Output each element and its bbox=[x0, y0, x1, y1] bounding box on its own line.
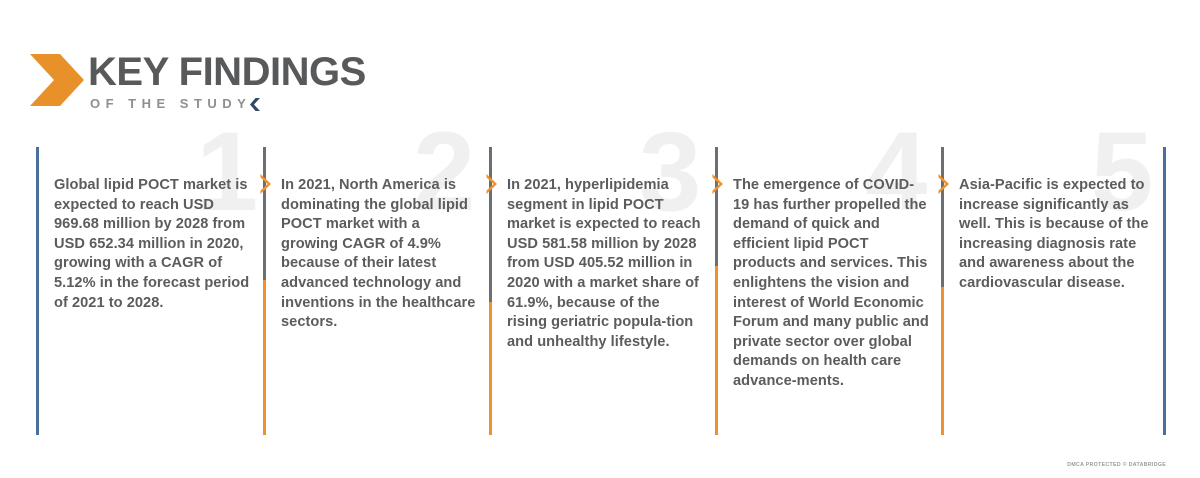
finding-column-1: 1 Global lipid POCT market is expected t… bbox=[36, 116, 258, 450]
chevron-right-outline-icon bbox=[938, 174, 949, 194]
finding-text-4: The emergence of COVID-19 has further pr… bbox=[733, 177, 929, 389]
footer-copyright: DMCA PROTECTED © DATABRIDGE bbox=[1067, 462, 1166, 468]
finding-column-end-rule bbox=[1163, 130, 1167, 450]
column-rule-6 bbox=[1163, 147, 1166, 435]
column-rule-3 bbox=[489, 147, 492, 435]
finding-text-1: Global lipid POCT market is expected to … bbox=[54, 177, 250, 311]
finding-text-5: Asia-Pacific is expected to increase sig… bbox=[959, 177, 1149, 291]
finding-text-2: In 2021, North America is dominating the… bbox=[281, 177, 476, 331]
findings-columns: 1 Global lipid POCT market is expected t… bbox=[0, 116, 1200, 450]
finding-column-5: 5 Asia-Pacific is expected to increase s… bbox=[938, 116, 1163, 450]
finding-text-3: In 2021, hyperlipidemia segment in lipid… bbox=[507, 177, 701, 350]
watermark-number-2: 2 bbox=[413, 109, 476, 234]
page-title: KEY FINDINGS bbox=[88, 50, 366, 94]
chevron-right-outline-icon bbox=[486, 174, 497, 194]
page-subtitle-row: OF THE STUDY bbox=[90, 97, 366, 111]
page-subtitle: OF THE STUDY bbox=[90, 96, 252, 111]
chevron-right-outline-icon bbox=[712, 174, 723, 194]
watermark-number-5: 5 bbox=[1091, 109, 1154, 234]
column-rule-4 bbox=[715, 147, 718, 435]
finding-column-3: 3 In 2021, hyperlipidemia segment in lip… bbox=[486, 116, 711, 450]
header-title-group: KEY FINDINGS OF THE STUDY bbox=[88, 52, 366, 111]
watermark-number-1: 1 bbox=[196, 109, 259, 234]
page-header: KEY FINDINGS OF THE STUDY bbox=[0, 0, 1200, 130]
column-rule-2 bbox=[263, 147, 266, 435]
watermark-number-4: 4 bbox=[865, 109, 928, 234]
chevron-left-small-icon bbox=[250, 97, 261, 111]
column-rule-1 bbox=[36, 147, 39, 435]
column-rule-5 bbox=[941, 147, 944, 435]
chevron-right-outline-icon bbox=[260, 174, 271, 194]
chevron-right-solid-icon bbox=[30, 54, 84, 106]
finding-column-4: 4 The emergence of COVID-19 has further … bbox=[712, 116, 937, 450]
watermark-number-3: 3 bbox=[639, 109, 702, 234]
finding-column-2: 2 In 2021, North America is dominating t… bbox=[260, 116, 485, 450]
